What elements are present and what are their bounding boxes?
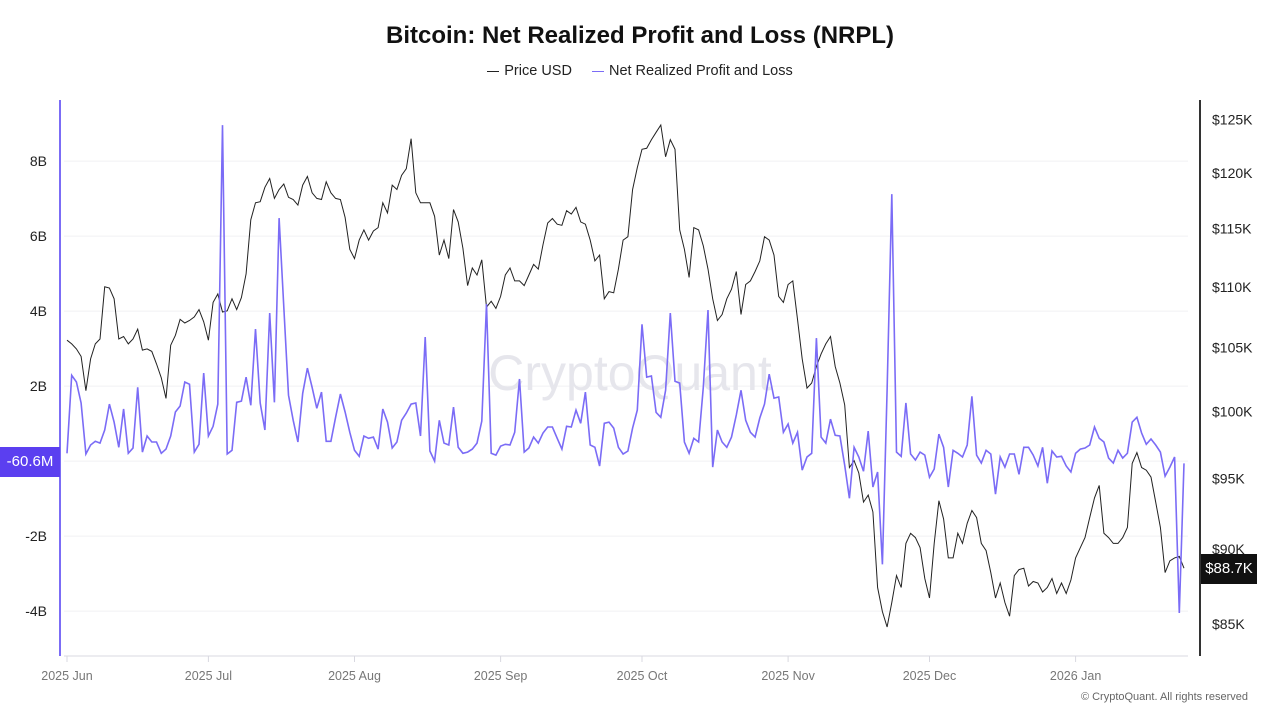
left-tick-label: 6B: [30, 228, 47, 244]
right-tick-label: $120K: [1212, 165, 1253, 181]
x-tick-label: 2025 Aug: [328, 669, 381, 683]
series-line-price-usd: [66, 123, 1185, 628]
right-tick-label: $115K: [1212, 221, 1252, 237]
x-tick-label: 2025 Sep: [474, 669, 528, 683]
left-tick-label: 4B: [30, 303, 47, 319]
right-tick-label: $110K: [1212, 279, 1252, 295]
right-tick-label: $95K: [1212, 470, 1245, 486]
right-tick-label: $100K: [1212, 403, 1253, 419]
legend-item-nrpl[interactable]: Net Realized Profit and Loss: [591, 63, 793, 79]
legend: Price USD Net Realized Profit and Loss: [0, 63, 1280, 79]
legend-swatch-nrpl: [591, 70, 604, 72]
right-tick-label: $90K: [1212, 541, 1245, 557]
legend-label-nrpl: Net Realized Profit and Loss: [608, 63, 793, 79]
right-tick-label: $85K: [1212, 616, 1245, 632]
nrpl-current-value-label: -60.6M: [0, 447, 60, 477]
x-tick-label: 2025 Nov: [761, 669, 815, 683]
left-axis-ticks: 8B 6B 4B 2B -2B -4B: [25, 153, 47, 619]
watermark: CryptoQuant: [488, 345, 772, 401]
x-tick-label: 2025 Oct: [617, 669, 668, 683]
left-tick-label: -4B: [25, 603, 47, 619]
x-tick-label: 2025 Jul: [185, 669, 232, 683]
x-tick-label: 2025 Jun: [41, 669, 92, 683]
right-axis-ticks: $125K $120K $115K $110K $105K $100K $95K $90K $8…: [1212, 112, 1253, 632]
legend-label-price: Price USD: [504, 63, 572, 79]
x-tick-label: 2026 Jan: [1050, 669, 1101, 683]
price-current-value-label: $88.7K: [1201, 554, 1257, 584]
left-tick-label: 2B: [30, 378, 47, 394]
series-line-nrpl: [66, 125, 1185, 614]
x-tick-label: 2025 Dec: [903, 669, 957, 683]
legend-swatch-price: [487, 70, 500, 72]
x-axis-ticks: 2025 Jun 2025 Jul 2025 Aug 2025 Sep 2025 Oct…: [41, 656, 1101, 683]
right-tick-label: $125K: [1212, 112, 1253, 128]
legend-item-price[interactable]: Price USD: [487, 63, 572, 79]
copyright-notice: © CryptoQuant. All rights reserved: [1080, 691, 1248, 703]
left-tick-label: -2B: [25, 528, 47, 544]
chart-title: Bitcoin: Net Realized Profit and Loss (N…: [385, 22, 895, 49]
right-tick-label: $105K: [1212, 340, 1253, 356]
left-tick-label: 8B: [30, 153, 47, 169]
